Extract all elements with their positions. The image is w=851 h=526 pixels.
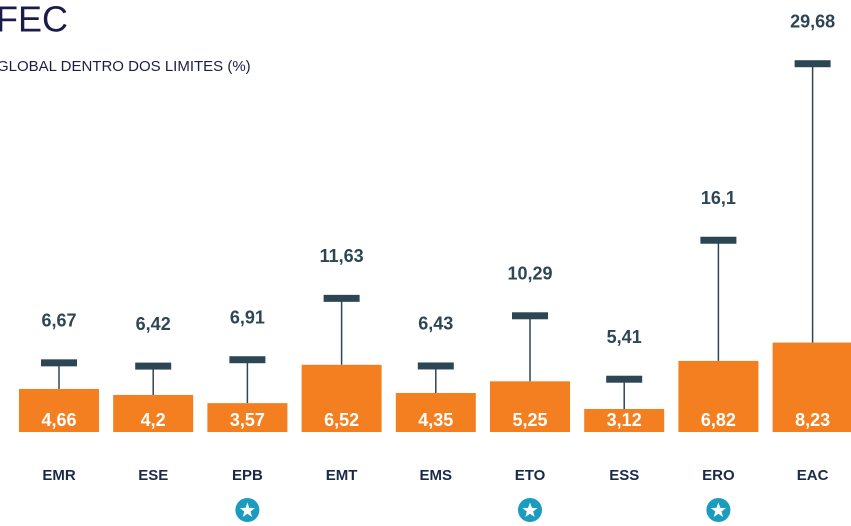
x-tick-label: EPB (232, 467, 263, 484)
value-label: 3,57 (230, 410, 265, 430)
x-tick-label: EMR (42, 467, 76, 484)
limit-label: 6,91 (230, 307, 265, 327)
x-tick-label: ETO (515, 467, 546, 484)
limit-cap (323, 294, 360, 302)
value-label: 4,66 (41, 410, 76, 430)
limit-cap (700, 236, 737, 244)
limit-cap (794, 60, 831, 68)
bar (678, 360, 759, 432)
limit-label: 6,43 (418, 314, 453, 334)
limit-label: 11,63 (320, 246, 364, 266)
x-tick-label: ERO (702, 467, 735, 484)
limit-cap (229, 356, 266, 364)
limit-cap (41, 359, 77, 367)
bar (301, 364, 382, 432)
value-label: 4,2 (141, 410, 166, 430)
limit-label: 6,42 (136, 314, 171, 334)
star-icon (239, 502, 256, 517)
star-badge (706, 498, 731, 522)
limit-cap (417, 362, 454, 370)
value-label: 6,52 (324, 410, 359, 430)
x-tick-label: EAC (797, 467, 829, 484)
limit-cap (512, 312, 548, 320)
star-badge (518, 498, 542, 522)
value-label: 4,35 (418, 410, 453, 430)
x-tick-label: ESE (138, 467, 168, 484)
x-tick-label: ESS (609, 467, 639, 484)
limit-label: 6,67 (41, 311, 76, 331)
chart-title: FEC (0, 0, 68, 40)
value-label: 8,23 (795, 410, 830, 430)
bar (772, 342, 851, 432)
limit-label: 5,41 (607, 327, 642, 347)
star-icon (522, 502, 538, 517)
limit-cap (606, 375, 643, 383)
bar (19, 388, 99, 432)
star-icon (710, 502, 727, 517)
limit-label: 10,29 (507, 264, 552, 284)
chart-subtitle: GLOBAL DENTRO DOS LIMITES (%) (0, 58, 251, 75)
star-badge (235, 498, 260, 522)
value-label: 5,25 (512, 410, 547, 430)
value-label: 6,82 (701, 410, 736, 430)
x-tick-label: EMS (420, 467, 453, 484)
limit-label: 16,1 (701, 188, 736, 208)
bar (490, 381, 570, 432)
bar (584, 408, 665, 432)
x-tick-label: EMT (326, 467, 358, 484)
bar (395, 393, 476, 432)
value-label: 3,12 (607, 410, 642, 430)
bar (113, 394, 194, 432)
limit-label: 29,68 (790, 11, 835, 31)
bar (207, 403, 288, 432)
limit-cap (135, 362, 172, 370)
